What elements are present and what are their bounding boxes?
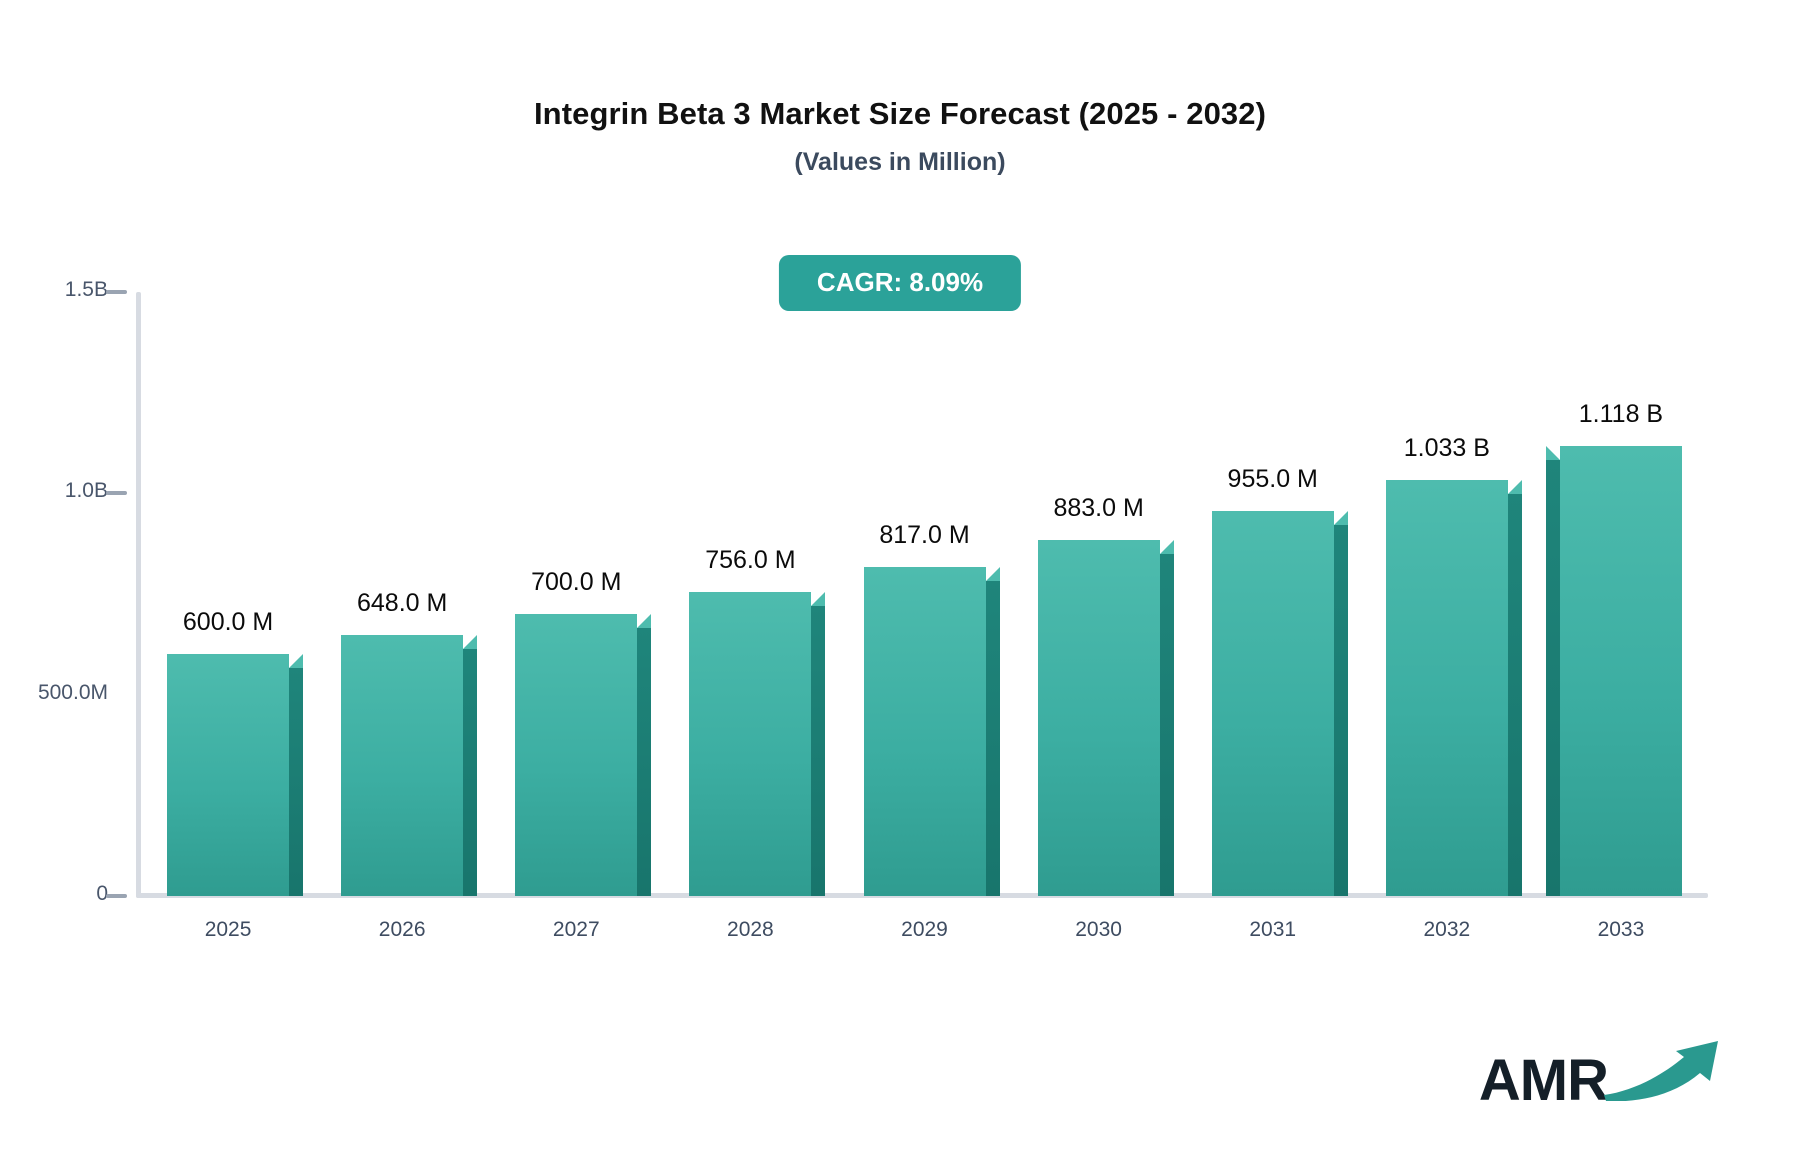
bar-value-label: 883.0 M (1053, 494, 1144, 523)
bar-side-face (985, 581, 1000, 896)
bar-value-label: 955.0 M (1227, 465, 1318, 494)
bar-top-face (811, 591, 826, 606)
bar-top-face (1159, 540, 1174, 555)
bar-side-face (463, 649, 478, 896)
bar-top-face (1507, 480, 1522, 495)
bar-top-face (289, 654, 304, 669)
x-axis-tick-label: 2031 (1249, 918, 1297, 941)
bar-front-face (689, 591, 812, 896)
bar-value-label: 756.0 M (705, 545, 796, 574)
page-title: Integrin Beta 3 Market Size Forecast (20… (533, 96, 1267, 131)
bar-side-face (1507, 494, 1522, 896)
chart-subtitle: (Values in Million) (794, 148, 1006, 176)
y-axis-tick-label: 1.5B (64, 278, 108, 301)
bar-front-face (863, 567, 986, 896)
x-axis-tick-label: 2029 (901, 918, 948, 941)
bar-side-face (811, 605, 826, 896)
amr-logo-text: AMR (1478, 1047, 1609, 1113)
bar-side-face (289, 668, 304, 896)
bar-side-face (1333, 525, 1348, 896)
bar-top-face (637, 614, 652, 629)
bar-front-face (1037, 540, 1160, 896)
bar[interactable] (341, 635, 478, 896)
bar-value-label: 1.033 B (1403, 434, 1490, 463)
y-axis-tick-label: 500.0M (37, 680, 108, 704)
bar[interactable] (1545, 445, 1682, 896)
y-axis-tick-mark (106, 491, 127, 496)
y-axis-tick-label: 0 (96, 882, 108, 905)
bar[interactable] (167, 654, 304, 896)
bar-front-face (1559, 445, 1682, 896)
bar[interactable] (863, 567, 1000, 896)
bar-value-label: 648.0 M (356, 589, 448, 618)
bar[interactable] (1037, 540, 1174, 896)
bar-top-face (985, 567, 1000, 582)
x-axis-tick-label: 2027 (552, 918, 600, 941)
bar-front-face (515, 614, 638, 896)
bar-value-label: 1.118 B (1578, 399, 1664, 428)
x-axis-tick-label: 2026 (378, 918, 426, 941)
x-axis-tick-label: 2033 (1597, 918, 1645, 941)
bar-top-face (463, 635, 478, 650)
bar-front-face (1385, 480, 1508, 896)
y-axis-line (136, 292, 141, 898)
x-axis-tick-label: 2030 (1075, 918, 1122, 941)
bar-side-face (1159, 554, 1174, 896)
bar-side-face (637, 628, 652, 896)
bar[interactable] (515, 614, 652, 896)
bar-front-face (167, 654, 290, 896)
bar[interactable] (1385, 480, 1522, 896)
x-axis-tick-label: 2025 (204, 918, 252, 941)
bar-value-label: 817.0 M (879, 521, 970, 550)
bar-front-face (1211, 511, 1334, 896)
y-axis-tick-mark (106, 894, 127, 898)
cagr-badge: CAGR: 8.09% (778, 255, 1022, 311)
bar-side-face (1545, 459, 1560, 896)
bar-value-label: 700.0 M (531, 568, 622, 597)
y-axis-tick-label: 1.0B (64, 479, 108, 503)
bar[interactable] (689, 591, 826, 896)
x-axis-tick-label: 2028 (727, 918, 774, 941)
bar-top-face (1333, 511, 1348, 526)
bar-series: 600.0 M 648.0 M 700.0 M 756.0 M 817.0 M 883.0… (141, 0, 1708, 1156)
bar[interactable] (1211, 511, 1348, 896)
trending-up-arrow-icon (1598, 1033, 1730, 1106)
bar-value-label: 600.0 M (182, 608, 274, 637)
amr-logo: AMR (1478, 1033, 1730, 1113)
y-axis-tick-mark (106, 290, 127, 294)
x-axis-tick-label: 2032 (1423, 918, 1471, 941)
bar-top-face (1545, 445, 1560, 460)
bar-front-face (341, 635, 464, 896)
